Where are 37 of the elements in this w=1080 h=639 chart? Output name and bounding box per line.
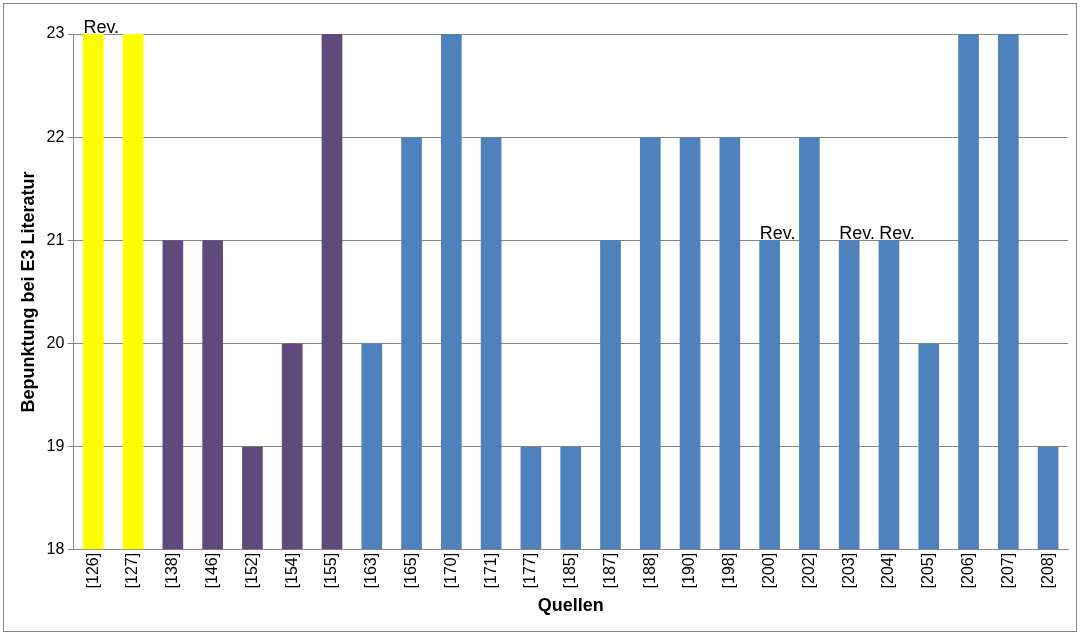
annotation: Rev.	[879, 223, 915, 244]
y-axis-title: Bepunktung bei E3 Literatur	[17, 171, 38, 413]
x-tick-label: [190]	[680, 552, 698, 589]
x-tick-label: [127]	[123, 552, 141, 589]
x-tick-label: [185]	[561, 552, 579, 589]
x-tick-label: [170]	[441, 552, 459, 589]
x-tick-label: [152]	[242, 552, 260, 589]
x-tick-label: [202]	[799, 552, 817, 589]
x-tick-label: [204]	[879, 552, 897, 589]
x-tick-label: [154]	[282, 552, 300, 589]
x-tick-label: [198]	[720, 552, 738, 589]
x-tick-label: [155]	[322, 552, 340, 589]
y-tick-label: 21	[46, 230, 65, 248]
x-axis-title: Quellen	[537, 595, 604, 616]
x-tick-label: [200]	[760, 552, 778, 589]
x-tick-label: [206]	[958, 552, 976, 589]
x-tick-label: [177]	[521, 552, 539, 589]
x-tick-label: [171]	[481, 552, 499, 589]
annotation: Rev.	[83, 16, 120, 37]
y-tick-label: 22	[46, 127, 65, 145]
y-tick-label: 20	[46, 333, 65, 351]
x-tick-label: [207]	[998, 552, 1016, 589]
x-tick-label: [126]	[83, 552, 101, 589]
x-tick-label: [205]	[919, 552, 937, 589]
annotation: Rev.	[759, 223, 796, 244]
y-tick-label: 23	[46, 24, 65, 42]
x-tick-label: [203]	[839, 552, 857, 589]
x-tick-label: [165]	[401, 552, 419, 589]
x-tick-label: [187]	[600, 552, 618, 589]
annotation: Rev.	[839, 223, 876, 244]
x-tick-label: [163]	[362, 552, 380, 589]
x-tick-label: [146]	[203, 552, 221, 589]
y-tick-label: 18	[46, 540, 65, 558]
x-tick-label: [188]	[640, 552, 658, 589]
y-tick-label: 19	[46, 437, 65, 455]
x-tick-label: [138]	[163, 552, 181, 589]
x-tick-label: [208]	[1038, 552, 1056, 589]
